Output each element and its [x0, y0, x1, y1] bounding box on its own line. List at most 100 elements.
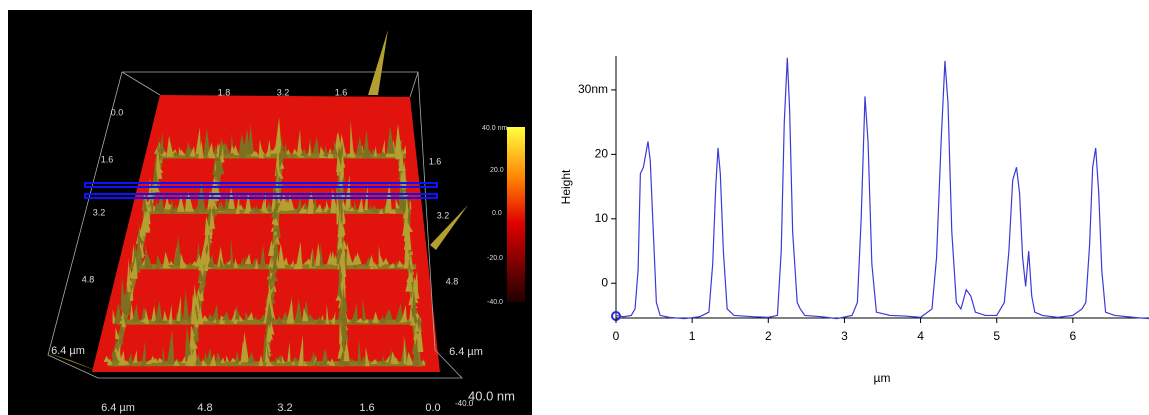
axis-label: 1.6	[359, 402, 374, 414]
spike	[199, 240, 207, 265]
y-axis-title: Height	[559, 169, 573, 204]
spike	[154, 142, 162, 154]
spike	[265, 360, 274, 367]
spike	[213, 176, 219, 202]
y-tick-label: 10	[595, 211, 609, 225]
spike	[201, 207, 207, 212]
spike	[331, 311, 336, 325]
spike	[178, 146, 183, 155]
spike	[403, 206, 409, 219]
spike	[356, 136, 364, 156]
spike	[189, 324, 197, 350]
spike	[173, 236, 182, 266]
spike	[317, 318, 325, 324]
axis-label: 4.8	[197, 402, 212, 414]
spike	[211, 211, 218, 216]
spike	[336, 227, 343, 253]
spike	[430, 205, 468, 250]
spike	[215, 351, 223, 363]
x-tick-label: 1	[689, 329, 696, 343]
spike	[115, 327, 120, 340]
spike	[234, 350, 240, 363]
spike	[362, 129, 370, 158]
spike	[201, 315, 210, 322]
spike	[197, 290, 204, 301]
spike	[283, 142, 288, 154]
spike	[272, 240, 278, 273]
spike	[330, 189, 338, 213]
spike	[185, 191, 194, 212]
spike	[213, 145, 218, 155]
spike	[167, 329, 175, 364]
spike	[409, 305, 414, 322]
spike	[401, 199, 406, 214]
bounding-box	[121, 71, 161, 96]
axis-label: 6.4 µm	[51, 345, 85, 357]
spike	[303, 202, 309, 210]
spike	[342, 206, 346, 223]
spike	[162, 310, 168, 321]
axis-label: 0.0	[425, 402, 440, 414]
spike	[265, 301, 274, 325]
spike	[213, 158, 221, 181]
spike	[296, 129, 302, 157]
spike	[121, 310, 127, 328]
spike	[314, 203, 323, 213]
spike	[357, 196, 364, 213]
y-tick-label: 20	[595, 147, 609, 161]
spike	[275, 223, 281, 239]
spike	[368, 317, 375, 325]
spike	[162, 345, 166, 365]
spike	[206, 347, 213, 364]
spike	[276, 358, 282, 363]
spike	[320, 314, 324, 320]
spike	[277, 243, 286, 269]
spike	[395, 137, 403, 160]
spike	[349, 358, 356, 363]
axis-label: 3.2	[93, 207, 106, 217]
spike	[339, 150, 345, 180]
spike	[333, 139, 338, 155]
spike	[180, 149, 186, 156]
spike	[180, 305, 184, 322]
x-tick-label: 6	[1070, 329, 1077, 343]
spike	[245, 192, 252, 212]
spike	[112, 348, 119, 362]
spike	[230, 237, 234, 268]
spike	[184, 325, 192, 360]
spike	[351, 148, 356, 158]
spike	[281, 355, 285, 364]
spike	[368, 30, 388, 95]
colorbar	[507, 127, 525, 302]
spike	[421, 359, 426, 365]
spike	[268, 266, 275, 275]
spike	[275, 315, 284, 325]
spike	[326, 251, 332, 265]
spike	[204, 351, 208, 362]
spike	[402, 145, 407, 154]
spike	[336, 279, 344, 301]
spike	[136, 221, 141, 257]
spike	[355, 251, 362, 265]
spike	[313, 194, 318, 214]
spike	[270, 271, 279, 282]
spike	[403, 334, 407, 365]
spike	[126, 258, 131, 292]
spike	[259, 313, 265, 321]
spike	[129, 286, 134, 301]
spike	[408, 250, 413, 256]
spike	[217, 246, 225, 267]
spike	[201, 358, 207, 366]
spike	[129, 302, 134, 320]
spike	[233, 258, 239, 268]
spike	[151, 305, 157, 322]
spike	[266, 328, 271, 342]
axis-label: 1.6	[335, 87, 348, 97]
spike	[188, 349, 194, 365]
spike	[416, 324, 424, 352]
spike	[312, 136, 320, 154]
spike	[389, 208, 397, 214]
spike	[365, 346, 370, 367]
spike	[135, 248, 140, 267]
